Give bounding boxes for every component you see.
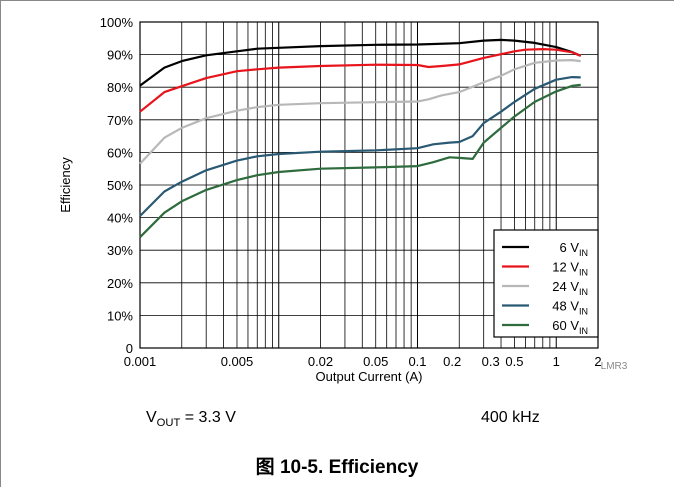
- plot-frame: [139, 21, 599, 349]
- x-axis-label: Output Current (A): [316, 369, 423, 384]
- legend-entry: 60 VIN: [552, 318, 588, 336]
- series-line-12v: [139, 47, 582, 113]
- x-tick-label: 0.3: [482, 354, 500, 369]
- efficiency-chart: 0 10% 20% 30% 40% 50% 60% 70% 80% 90% 100% 0.001 0.0…: [58, 15, 628, 384]
- page-border-left: [0, 0, 1, 487]
- x-tick-label: 0.5: [505, 354, 523, 369]
- legend-entry: 24 VIN: [552, 279, 588, 297]
- x-tick-label: 0.05: [363, 354, 388, 369]
- vout-condition: VOUT = 3.3 V: [146, 409, 236, 430]
- x-tick-label: 0.001: [124, 354, 157, 369]
- y-tick-label: 40%: [107, 211, 133, 226]
- x-tick-label: 2: [594, 354, 601, 369]
- y-tick-label: 10%: [107, 308, 133, 323]
- legend-entry: 6 VIN: [559, 240, 588, 258]
- caption-prefix: 图: [255, 457, 275, 478]
- caption-number: 10-5.: [279, 457, 324, 478]
- series-line-48v: [139, 75, 581, 217]
- y-tick-label: 80%: [107, 80, 133, 95]
- series-line-60v: [139, 83, 581, 238]
- x-tick-label: 0.02: [308, 354, 333, 369]
- x-tick-label: 0.005: [221, 354, 254, 369]
- legend-entry: 12 VIN: [552, 260, 588, 278]
- series-line-6v: [139, 38, 582, 87]
- y-tick-label: 90%: [107, 48, 133, 63]
- y-tick-label: 20%: [107, 276, 133, 291]
- series-line-24v: [139, 58, 581, 165]
- y-tick-label: 70%: [107, 113, 133, 128]
- caption-title: Efficiency: [328, 457, 419, 478]
- legend-entry: 48 VIN: [552, 299, 588, 317]
- y-tick-label: 30%: [107, 243, 133, 258]
- x-tick-label: 0.2: [443, 354, 461, 369]
- figure-caption: 图 10-5. Efficiency: [0, 452, 674, 479]
- frequency-condition: 400 kHz: [481, 409, 540, 426]
- y-tick-label: 100%: [100, 15, 134, 30]
- x-tick-label: 1: [553, 354, 560, 369]
- y-tick-label: 50%: [107, 178, 133, 193]
- page-border-top: [0, 0, 674, 1]
- y-tick-label: 0: [126, 341, 133, 356]
- y-axis-label: Efficiency: [58, 157, 73, 213]
- x-tick-label: 0.1: [408, 354, 426, 369]
- chart-annotation: LMR3: [601, 361, 628, 372]
- y-tick-label: 60%: [107, 145, 133, 160]
